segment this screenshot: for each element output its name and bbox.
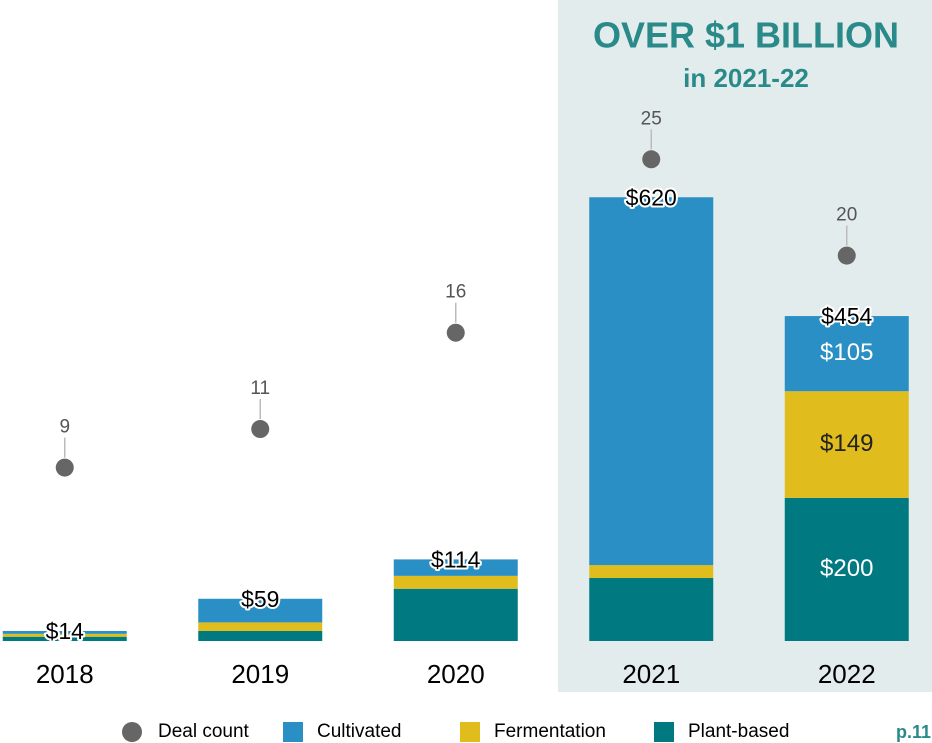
bar-segment: [393, 575, 518, 589]
x-tick-label: 2020: [427, 659, 485, 689]
bar-segment: [2, 636, 127, 641]
bar-segment: [589, 578, 714, 641]
legend-marker: [654, 722, 674, 742]
deal-dot: [837, 246, 856, 265]
bar-segment: [2, 633, 127, 637]
deal-label: 16: [445, 282, 466, 303]
bar-segment: [784, 497, 909, 641]
legend-label: Fermentation: [494, 721, 606, 742]
segment-label: $200: [820, 555, 873, 582]
bar-segment: [2, 630, 127, 634]
bar-segment: [198, 630, 323, 641]
x-tick-label: 2021: [622, 659, 680, 689]
deal-label: 25: [641, 108, 662, 129]
total-label: $454: [821, 303, 872, 329]
deal-dot: [251, 420, 270, 439]
deal-label: 9: [59, 417, 70, 438]
deal-dot: [642, 150, 661, 169]
bar-segment: [784, 391, 909, 498]
legend-label: Deal count: [158, 721, 250, 742]
deal-dot: [446, 323, 465, 342]
bar-segment: [198, 598, 323, 623]
chart-title: OVER $1 BILLION: [593, 15, 899, 56]
legend-label: Cultivated: [317, 721, 402, 742]
deal-dot: [55, 458, 74, 477]
deal-label: 20: [836, 205, 857, 226]
bar-segment: [784, 316, 909, 392]
x-tick-label: 2018: [36, 659, 94, 689]
page-label: p.11: [896, 722, 931, 742]
total-label: $59: [241, 586, 279, 612]
segment-label: $149: [820, 430, 873, 457]
x-tick-label: 2019: [231, 659, 289, 689]
bar-segment: [589, 565, 714, 579]
legend-marker: [122, 722, 142, 742]
chart-subtitle: in 2021-22: [683, 63, 809, 93]
segment-label: $105: [820, 339, 873, 366]
legend-label: Plant-based: [688, 721, 789, 742]
total-label: $114: [431, 546, 481, 572]
bar-segment: [198, 622, 323, 631]
bar-segment: [589, 197, 714, 566]
legend-marker: [283, 722, 303, 742]
deal-label: 11: [250, 378, 270, 399]
total-label: $620: [626, 184, 677, 210]
x-tick-label: 2022: [818, 659, 876, 689]
total-label: $14: [46, 618, 85, 644]
legend-marker: [460, 722, 480, 742]
bar-segment: [393, 588, 518, 641]
bar-segment: [393, 559, 518, 576]
